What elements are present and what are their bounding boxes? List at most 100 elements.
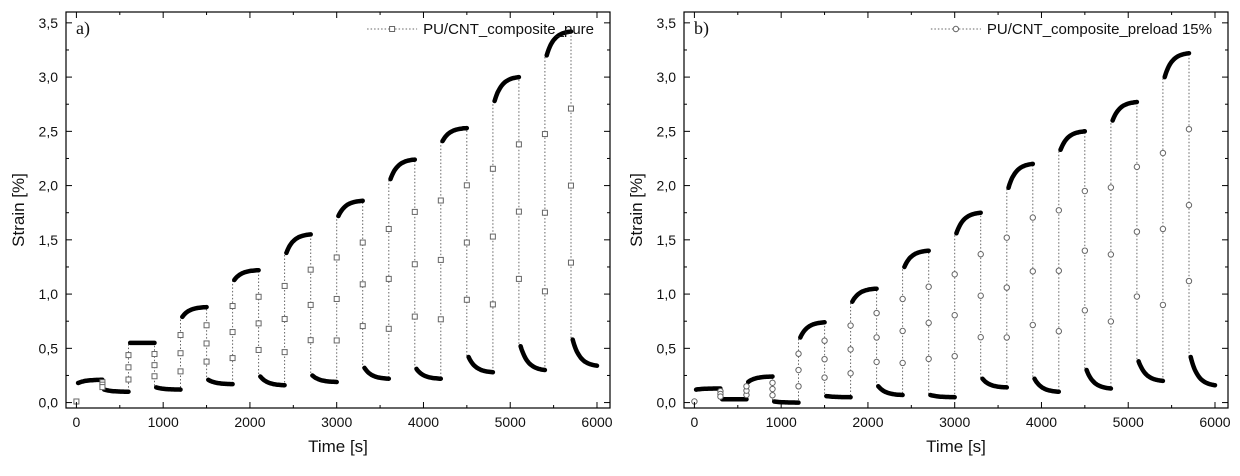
panel-label: b): [694, 18, 709, 39]
point-marker-18-1: [541, 209, 548, 216]
x-tick-label-0: 0: [691, 414, 699, 430]
point-marker-8-2: [899, 295, 906, 303]
point-marker-16-0: [489, 301, 496, 308]
point-marker-13-1: [411, 261, 418, 268]
point-marker-15-1: [1081, 247, 1089, 254]
point-marker-5-2: [203, 358, 210, 365]
data-segment-18: [544, 29, 574, 58]
point-marker-19-1: [567, 182, 574, 189]
point-marker-14-2: [437, 197, 444, 204]
data-segment-15: [466, 354, 496, 375]
point-marker-16-2: [489, 165, 496, 172]
data-segment-8: [284, 232, 313, 256]
y-tick-label-2: 1,0: [39, 286, 59, 302]
point-marker-15-0: [1081, 187, 1089, 195]
point-marker-9-1: [925, 319, 932, 327]
data-segment-7: [258, 374, 287, 388]
point-marker-13-0: [411, 208, 418, 215]
point-marker-18-0: [541, 288, 548, 295]
data-segment-17: [1136, 359, 1166, 384]
y-tick-label-2: 1,0: [657, 286, 677, 302]
point-marker-18-2: [541, 131, 548, 138]
x-tick-label-4: 4000: [408, 414, 439, 430]
point-marker-19-2: [1185, 277, 1193, 285]
data-segment-9: [310, 373, 339, 385]
data-segment-11: [362, 365, 392, 381]
point-marker-14-1: [1055, 267, 1063, 274]
point-marker-17-2: [515, 275, 522, 282]
point-marker-11-1: [359, 281, 366, 288]
point-marker-9-2: [307, 337, 314, 344]
data-segment-4: [798, 320, 827, 340]
point-marker-14-0: [1055, 328, 1063, 335]
point-marker-4-1: [795, 366, 802, 374]
data-segment-14: [1058, 129, 1088, 153]
x-tick-label-0: 0: [73, 414, 81, 430]
point-marker-10-0: [951, 352, 958, 360]
y-axis-label: Strain [%]: [627, 173, 646, 247]
point-marker-14-2: [1055, 207, 1063, 214]
point-marker-10-0: [333, 337, 340, 344]
data-segment-0: [693, 386, 723, 392]
point-marker-8-2: [281, 282, 288, 289]
point-marker-4-2: [795, 350, 802, 357]
point-marker-9-0: [307, 266, 314, 273]
point-marker-5-0: [821, 337, 828, 344]
x-tick-label-5: 5000: [1113, 414, 1144, 430]
data-segment-10: [336, 198, 365, 219]
y-tick-label-6: 3,0: [39, 69, 59, 85]
data-segment-14: [440, 125, 470, 144]
point-marker-14-0: [437, 316, 444, 323]
point-marker-8-1: [281, 316, 288, 323]
data-segment-5: [206, 377, 235, 387]
point-marker-4-2: [177, 332, 184, 339]
x-axis-label: Time [s]: [308, 437, 368, 456]
point-marker-17-1: [1133, 228, 1141, 235]
point-marker-10-1: [333, 295, 340, 302]
data-segment-2: [745, 374, 775, 385]
x-tick-label-3: 3000: [939, 414, 970, 430]
x-axis-label: Time [s]: [926, 437, 986, 456]
point-marker-17-1: [515, 208, 522, 215]
point-marker-9-1: [307, 301, 314, 308]
point-marker-11-0: [977, 251, 984, 258]
point-marker-1-2: [99, 384, 106, 391]
point-marker-7-2: [255, 346, 262, 353]
point-marker-7-2: [873, 358, 880, 366]
point-marker-14-1: [437, 256, 444, 263]
point-marker-6-1: [229, 329, 236, 336]
data-segment-9: [928, 392, 957, 400]
point-marker-11-0: [359, 239, 366, 246]
point-marker-3-1: [769, 385, 776, 393]
data-segment-19: [570, 337, 600, 368]
point-marker-4-0: [177, 368, 184, 375]
y-tick-label-3: 1,5: [39, 232, 59, 248]
data-segment-7: [876, 384, 905, 398]
y-tick-label-6: 3,0: [657, 69, 677, 85]
point-marker-12-1: [1003, 284, 1010, 291]
point-marker-18-2: [1159, 149, 1167, 157]
legend-swatch-marker: [389, 26, 396, 32]
data-segment-6: [850, 286, 879, 304]
point-marker-11-2: [977, 334, 984, 341]
point-marker-6-0: [847, 370, 854, 377]
y-tick-label-3: 1,5: [657, 232, 677, 248]
y-tick-label-5: 2,5: [39, 123, 59, 139]
point-marker-15-2: [463, 296, 470, 303]
data-segment-19: [1188, 354, 1218, 388]
point-marker-5-0: [203, 322, 210, 329]
point-marker-10-2: [333, 254, 340, 261]
y-tick-label-4: 2,0: [657, 178, 677, 194]
point-marker-18-1: [1159, 225, 1167, 233]
point-marker-8-1: [899, 327, 906, 335]
chart-panel-a: 0 1000 2000 3000 4000 5000 6000 0,0 0,5 1,0 1,5 2,0…: [9, 11, 613, 456]
point-marker-16-1: [489, 233, 496, 240]
x-tick-label-2: 2000: [852, 414, 883, 430]
point-marker-12-0: [1003, 334, 1010, 341]
data-segment-6: [232, 267, 261, 283]
point-marker-11-2: [359, 323, 366, 330]
point-marker-6-2: [847, 322, 854, 329]
point-marker-7-0: [255, 293, 262, 300]
point-marker-5-1: [203, 340, 210, 347]
